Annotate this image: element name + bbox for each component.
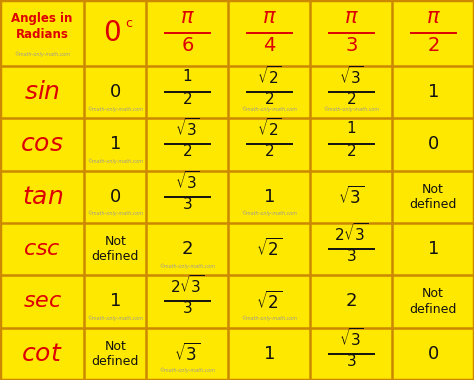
Text: Not
defined: Not defined	[91, 340, 139, 368]
Text: $\pi$: $\pi$	[344, 6, 358, 27]
Text: ©math-only-math.com: ©math-only-math.com	[87, 211, 143, 216]
Text: $3$: $3$	[345, 36, 357, 55]
Text: ©math-only-math.com: ©math-only-math.com	[241, 106, 297, 112]
Text: $1$: $1$	[182, 68, 192, 84]
Text: $\sqrt{3}$: $\sqrt{3}$	[338, 65, 364, 87]
Text: $1$: $1$	[264, 188, 275, 206]
Text: c: c	[125, 17, 132, 30]
Text: $6$: $6$	[181, 36, 194, 55]
Text: $\sqrt{2}$: $\sqrt{2}$	[256, 238, 283, 260]
Text: Not
defined: Not defined	[410, 182, 457, 211]
Text: $2$: $2$	[427, 36, 439, 55]
Text: ©math-only-math.com: ©math-only-math.com	[14, 51, 70, 57]
Text: $2\sqrt{3}$: $2\sqrt{3}$	[334, 222, 368, 244]
Text: $1$: $1$	[109, 293, 121, 310]
Text: $3$: $3$	[182, 196, 192, 212]
Text: $3$: $3$	[346, 353, 356, 369]
Text: $3$: $3$	[346, 248, 356, 264]
Text: $1$: $1$	[346, 120, 356, 136]
Text: $0$: $0$	[109, 83, 121, 101]
Text: Not
defined: Not defined	[410, 287, 457, 316]
Text: $2$: $2$	[345, 293, 357, 310]
Text: $0$: $0$	[102, 19, 120, 47]
Text: Angles in
Radians: Angles in Radians	[11, 12, 73, 41]
Text: ©math-only-math.com: ©math-only-math.com	[87, 315, 143, 321]
Text: $tan$: $tan$	[21, 185, 63, 209]
Text: $\sqrt{3}$: $\sqrt{3}$	[175, 117, 200, 139]
Text: $cot$: $cot$	[21, 342, 63, 366]
Text: $2$: $2$	[264, 91, 274, 107]
Text: $2$: $2$	[182, 240, 193, 258]
Text: $\sqrt{3}$: $\sqrt{3}$	[338, 327, 364, 349]
Text: $2$: $2$	[264, 143, 274, 160]
Text: $\pi$: $\pi$	[426, 6, 440, 27]
Text: ©math-only-math.com: ©math-only-math.com	[159, 263, 215, 269]
Text: ©math-only-math.com: ©math-only-math.com	[87, 158, 143, 164]
Text: $\sqrt{2}$: $\sqrt{2}$	[257, 117, 282, 139]
Text: $0$: $0$	[427, 345, 439, 363]
Text: $\sqrt{3}$: $\sqrt{3}$	[174, 343, 201, 365]
Text: $2$: $2$	[346, 143, 356, 160]
Text: $4$: $4$	[263, 36, 276, 55]
Text: $2$: $2$	[182, 91, 192, 107]
Text: $1$: $1$	[109, 135, 121, 154]
Text: $\sqrt{3}$: $\sqrt{3}$	[175, 170, 200, 192]
Text: $1$: $1$	[264, 345, 275, 363]
Text: ©math-only-math.com: ©math-only-math.com	[159, 368, 215, 374]
Text: $0$: $0$	[109, 188, 121, 206]
Text: $sec$: $sec$	[23, 291, 62, 312]
Text: $2\sqrt{3}$: $2\sqrt{3}$	[170, 274, 205, 296]
Text: $\sqrt{2}$: $\sqrt{2}$	[257, 65, 282, 87]
Text: $\pi$: $\pi$	[262, 6, 277, 27]
Text: ©math-only-math.com: ©math-only-math.com	[323, 106, 379, 112]
Text: $2$: $2$	[346, 91, 356, 107]
Text: $\pi$: $\pi$	[180, 6, 195, 27]
Text: ©math-only-math.com: ©math-only-math.com	[241, 315, 297, 321]
Text: $cos$: $cos$	[20, 133, 64, 157]
Text: Not
defined: Not defined	[91, 235, 139, 263]
Text: $3$: $3$	[182, 301, 192, 317]
Text: $0$: $0$	[427, 135, 439, 154]
Text: ©math-only-math.com: ©math-only-math.com	[241, 211, 297, 216]
Text: ©math-only-math.com: ©math-only-math.com	[87, 106, 143, 112]
Text: $sin$: $sin$	[24, 80, 60, 104]
Text: $1$: $1$	[427, 240, 439, 258]
Text: $2$: $2$	[182, 143, 192, 160]
Text: $csc$: $csc$	[23, 239, 61, 259]
Text: $\sqrt{3}$: $\sqrt{3}$	[338, 186, 365, 208]
Text: $\sqrt{2}$: $\sqrt{2}$	[256, 290, 283, 312]
Text: $1$: $1$	[427, 83, 439, 101]
